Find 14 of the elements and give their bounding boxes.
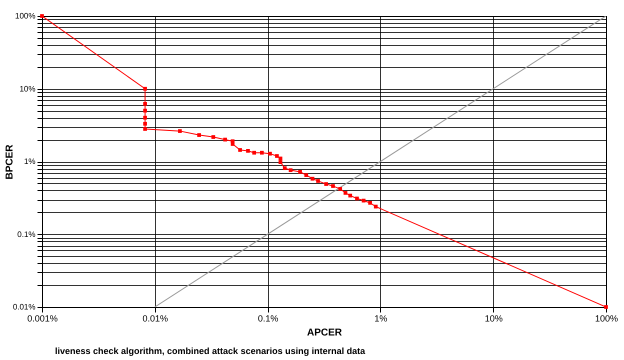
x-tick-label: 0.1% — [258, 314, 278, 324]
y-tick-label: 0.1% — [17, 230, 36, 239]
x-tick-label: 10% — [484, 314, 503, 324]
x-tick-label: 1% — [374, 314, 388, 324]
x-axis-title: APCER — [306, 328, 343, 338]
y-tick-label: 10% — [19, 84, 36, 94]
y-tick-label: 1% — [24, 157, 36, 166]
y-axis-title: BPCER — [4, 144, 16, 180]
y-tick-label: 0.01% — [12, 302, 36, 312]
x-tick-label: 100% — [594, 314, 618, 324]
text: liveness check algorithm, combined attack scenarios using internal data — [55, 346, 366, 356]
x-tick-label: 0.001% — [27, 314, 58, 324]
y-tick-label: 100% — [15, 12, 36, 20]
x-tick-label: 0.01% — [142, 314, 168, 324]
